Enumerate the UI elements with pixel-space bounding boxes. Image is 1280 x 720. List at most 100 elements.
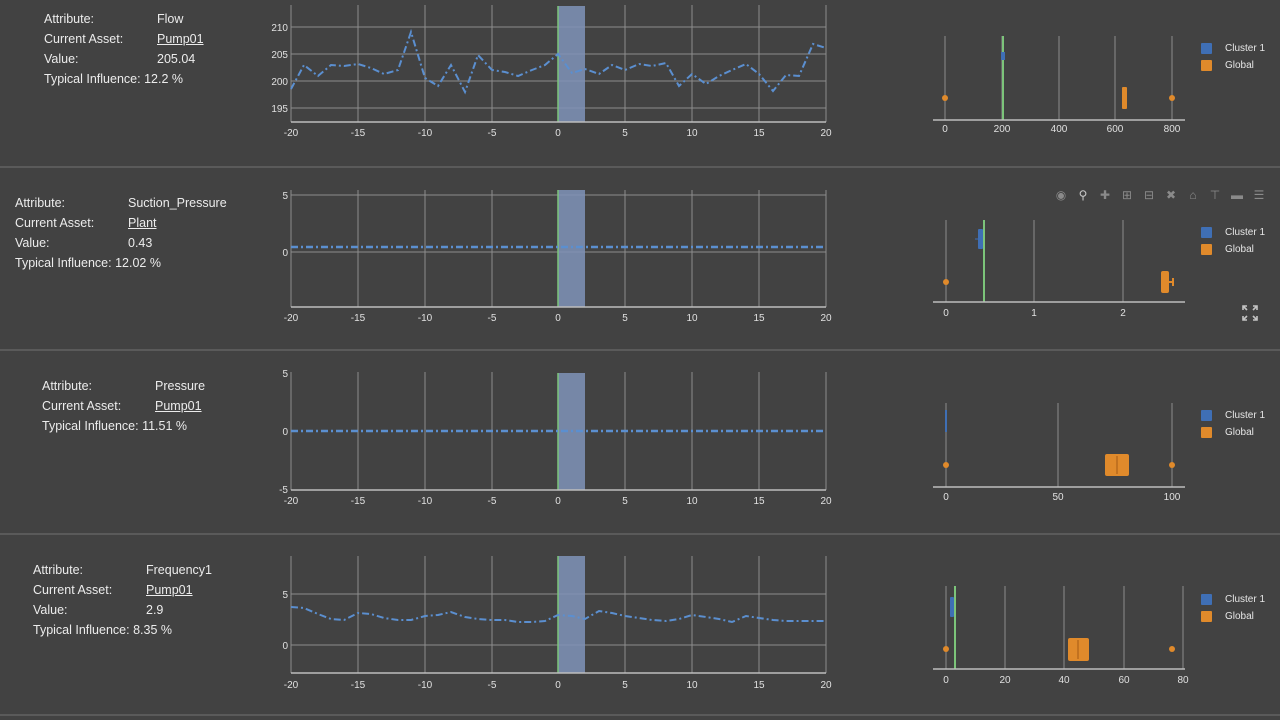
svg-text:20: 20 [820,313,832,324]
svg-text:800: 800 [1164,124,1181,135]
svg-text:10: 10 [686,313,698,324]
typical-influence-label: Typical Influence: [42,419,139,433]
global-box [1122,87,1127,109]
global-outlier [943,462,949,468]
cluster-box [950,597,954,617]
legend-item-cluster[interactable]: Cluster 1 [1201,591,1265,608]
attribute-info-suction-pressure: Attribute: Suction_Pressure Current Asset… [15,193,227,273]
current-asset-link[interactable]: Plant [128,216,157,230]
legend-item-cluster[interactable]: Cluster 1 [1201,40,1265,57]
legend-item-global[interactable]: Global [1201,608,1265,625]
svg-text:205: 205 [271,50,288,61]
svg-text:-10: -10 [418,128,433,139]
svg-text:-15: -15 [351,313,366,324]
panel-divider [0,349,1280,351]
attribute-value: Pressure [155,379,206,393]
attribute-info-frequency1: Attribute: Frequency1 Current Asset: Pump0… [33,560,212,640]
svg-text:0: 0 [282,248,288,259]
legend-item-global[interactable]: Global [1201,424,1265,441]
typical-influence-value: 8.35 % [133,623,172,637]
pan-icon[interactable]: ✚ [1099,188,1111,202]
svg-text:0: 0 [943,492,949,503]
boxplot-chart-flow[interactable]: 0 200 400 600 800 [925,20,1195,145]
autoscale-icon[interactable]: ✖ [1165,188,1177,202]
current-asset-link[interactable]: Pump01 [157,32,204,46]
legend: Cluster 1 Global [1201,591,1265,625]
global-swatch-icon [1201,60,1212,71]
attribute-label: Attribute: [44,12,95,26]
legend-item-global[interactable]: Global [1201,57,1265,74]
timeseries-chart-flow[interactable]: 210 205 200 195 -20 -15 -10 -5 0 5 10 15 20 [260,0,840,150]
x-axis-ticks: -20 -15 -10 -5 0 5 10 15 20 [284,128,832,139]
attribute-value: Frequency1 [146,563,213,577]
svg-text:0: 0 [282,427,288,438]
attribute-label: Attribute: [42,379,93,393]
svg-text:40: 40 [1058,675,1070,686]
svg-text:-10: -10 [418,313,433,324]
svg-text:0: 0 [555,680,561,691]
zoom-out-icon[interactable]: ⊟ [1143,188,1155,202]
home-icon[interactable]: ⌂ [1189,188,1197,202]
legend-item-cluster[interactable]: Cluster 1 [1201,407,1265,424]
svg-text:1: 1 [1031,308,1037,319]
expand-icon[interactable] [1241,304,1259,325]
svg-text:10: 10 [686,680,698,691]
hover-closest-icon[interactable]: ▬ [1231,188,1243,202]
svg-text:10: 10 [686,128,698,139]
current-asset-link[interactable]: Pump01 [155,399,202,413]
svg-text:80: 80 [1177,675,1189,686]
legend-item-global[interactable]: Global [1201,241,1265,258]
global-swatch-icon [1201,244,1212,255]
svg-text:5: 5 [622,128,628,139]
flow-series-line [290,28,827,95]
svg-text:210: 210 [271,23,288,34]
svg-text:5: 5 [622,313,628,324]
svg-text:20: 20 [820,128,832,139]
global-outlier [943,646,949,652]
svg-text:-15: -15 [351,128,366,139]
current-value: 205.04 [157,52,196,66]
global-swatch-icon [1201,611,1212,622]
global-outlier [1169,462,1175,468]
timeseries-chart-frequency1[interactable]: 5 0 -20 -15 -10 -5 0 5 10 15 20 [260,545,840,695]
zoom-icon[interactable]: ⚲ [1078,188,1088,202]
svg-text:600: 600 [1107,124,1124,135]
value-label: Value: [15,236,50,250]
global-box [1161,271,1169,293]
timeseries-chart-suction-pressure[interactable]: 5 0 -20 -15 -10 -5 0 5 10 15 20 [260,180,840,330]
attribute-info-flow: Attribute: Flow Current Asset: Pump01 Valu… [44,9,204,89]
cluster-swatch-icon [1201,410,1212,421]
current-value: 0.43 [128,236,153,250]
current-asset-link[interactable]: Pump01 [146,583,193,597]
boxplot-chart-suction-pressure[interactable]: 0 1 2 [925,205,1195,330]
attribute-info-pressure: Attribute: Pressure Current Asset: Pump01 … [42,376,205,436]
spike-lines-icon[interactable]: ⊤ [1209,188,1221,202]
boxplot-chart-pressure[interactable]: 0 50 100 [925,390,1195,510]
svg-text:5: 5 [282,191,288,202]
svg-text:-15: -15 [351,496,366,507]
typical-influence-label: Typical Influence: [44,72,141,86]
svg-text:-5: -5 [488,128,497,139]
svg-text:15: 15 [753,313,765,324]
svg-text:0: 0 [942,124,948,135]
svg-text:5: 5 [282,590,288,601]
global-swatch-icon [1201,427,1212,438]
timeseries-chart-pressure[interactable]: 5 0 -5 -20 -15 -10 -5 0 5 10 15 20 [260,360,840,510]
hover-compare-icon[interactable]: ☰ [1253,188,1265,202]
svg-text:0: 0 [943,675,949,686]
boxplot-chart-frequency1[interactable]: 0 20 40 60 80 [925,575,1195,695]
camera-icon[interactable]: ◉ [1055,188,1067,202]
legend-item-cluster[interactable]: Cluster 1 [1201,224,1265,241]
svg-text:15: 15 [753,496,765,507]
global-outlier [1169,646,1175,652]
svg-text:15: 15 [753,680,765,691]
svg-text:-5: -5 [488,313,497,324]
svg-text:5: 5 [622,680,628,691]
zoom-in-icon[interactable]: ⊞ [1121,188,1133,202]
svg-text:50: 50 [1052,492,1064,503]
svg-text:0: 0 [943,308,949,319]
global-outlier [1169,95,1175,101]
highlight-band [558,556,585,673]
svg-text:-20: -20 [284,128,299,139]
typical-influence-value: 12.2 % [144,72,183,86]
